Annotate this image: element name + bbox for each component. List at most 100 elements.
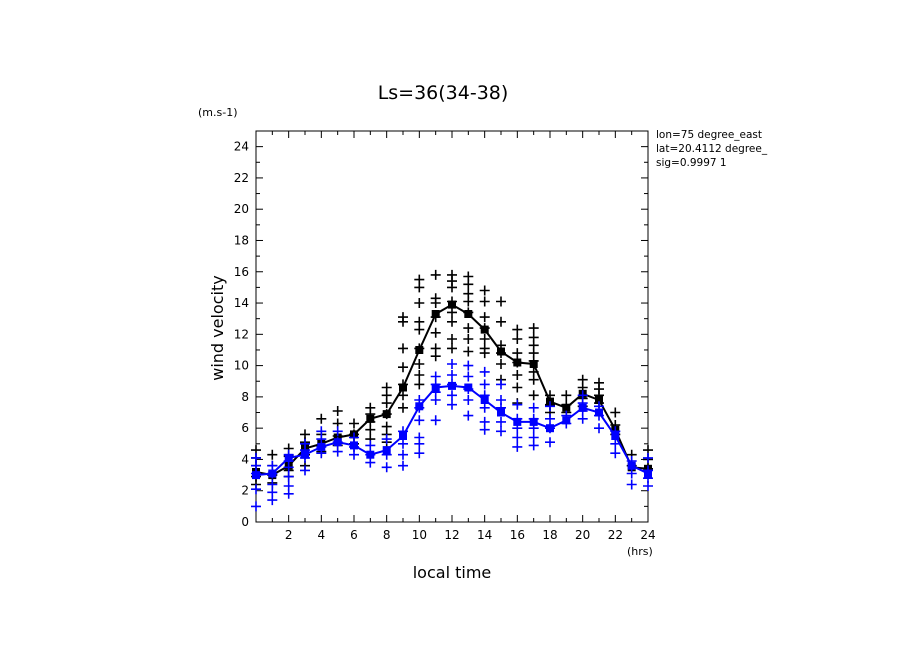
annotation-lat: lat=20.4112 degree_ [656,143,768,155]
series-1-point [381,409,392,420]
series-1-point [479,348,490,359]
series-1-point [479,323,490,334]
series-1-point [447,334,457,344]
series-2-point [251,468,261,479]
series-1-point [447,282,457,293]
x-axis-label: local time [413,563,492,582]
series-1-point [398,343,408,354]
y-tick-label: 4 [241,452,249,466]
series-1-point [463,323,474,334]
series-2-point [561,418,572,429]
series-2-point [414,438,425,449]
x-tick-label: 16 [510,528,525,542]
series-1-point [398,379,408,390]
series-2-point [414,448,425,459]
series-2-point [545,437,555,448]
series-1-point [463,296,474,307]
x-tick-label: 10 [412,528,427,542]
series-2-point [349,432,359,443]
series-1-point [430,269,441,280]
series-1-point [463,279,474,290]
series-2-point [528,402,539,413]
series-2-point [300,452,310,463]
series-2-point [577,413,588,424]
y-tick-label: 6 [241,421,249,435]
chart-title: Ls=36(34-38) [378,82,509,104]
series-2-point [332,426,343,437]
series-2-point [463,410,474,421]
series-2-point [398,449,408,460]
series-2-point [496,426,506,437]
series-1-point [496,296,506,307]
series-1-point [545,390,555,401]
series-1-point [512,370,523,380]
series-2-point [463,395,474,405]
series-1-point [414,359,425,369]
series-2-point [545,413,555,424]
x-tick-label: 2 [285,528,293,542]
series-2-point [316,448,327,459]
series-2-point [349,449,359,460]
series-1-point [496,316,506,327]
series-2-point [479,402,490,413]
series-2-point [594,423,604,434]
annotation-lon: lon=75 degree_east [656,129,762,141]
series-1-point [398,316,408,327]
series-2-point [512,441,523,452]
series-2-point [300,465,310,476]
series-1-point [381,398,392,409]
series-1-point [479,285,490,296]
series-1-point [267,449,278,460]
annotation-sig: sig=0.9997 1 [656,157,727,169]
series-2-point [643,481,653,491]
series-1-point [398,402,408,413]
series-2-point [496,379,506,390]
series-2-point [610,438,621,449]
y-tick-label: 2 [241,484,249,498]
y-tick-label: 8 [241,390,249,404]
x-tick-label: 8 [383,528,391,542]
y-axis-label: wind velocity [208,275,227,380]
series-2-point [528,413,539,424]
series-2-point [332,446,343,457]
series-2-point [398,426,408,437]
series-1-point [349,418,359,429]
series-1-point [512,357,523,368]
series-1-point [528,323,539,334]
series-2-point [610,448,621,459]
series-2-point [283,471,294,482]
x-unit-label: (hrs) [627,545,653,558]
series-1-point [447,307,457,318]
series-2-point [479,390,490,401]
series-2-point [512,413,523,424]
x-tick-label: 6 [350,528,358,542]
series-2-point [414,402,425,413]
series-2-point [528,423,539,434]
series-1-point [479,312,490,323]
series-2-point [447,359,457,369]
series-1-point [496,348,506,359]
plot-area [251,269,653,512]
series-2-point [332,437,343,448]
series-2-point [626,468,637,479]
x-tick-label: 20 [575,528,590,542]
series-1-point [528,355,539,366]
series-1-point [414,298,425,308]
series-2-point [496,402,506,413]
series-2-point [283,488,294,499]
series-1-point [414,379,425,390]
series-1-point [463,346,474,357]
series-1-point [528,390,539,401]
series-2-point [381,434,392,445]
series-2-point [594,401,604,412]
series-1-point [447,343,457,354]
series-2-point [381,449,392,460]
series-1-point [414,343,425,354]
series-1-point [463,334,474,344]
series-2 [251,359,653,512]
series-1-point [414,370,425,380]
series-1-point [414,324,425,335]
series-1-point [414,282,425,293]
y-tick-label: 0 [241,515,249,529]
